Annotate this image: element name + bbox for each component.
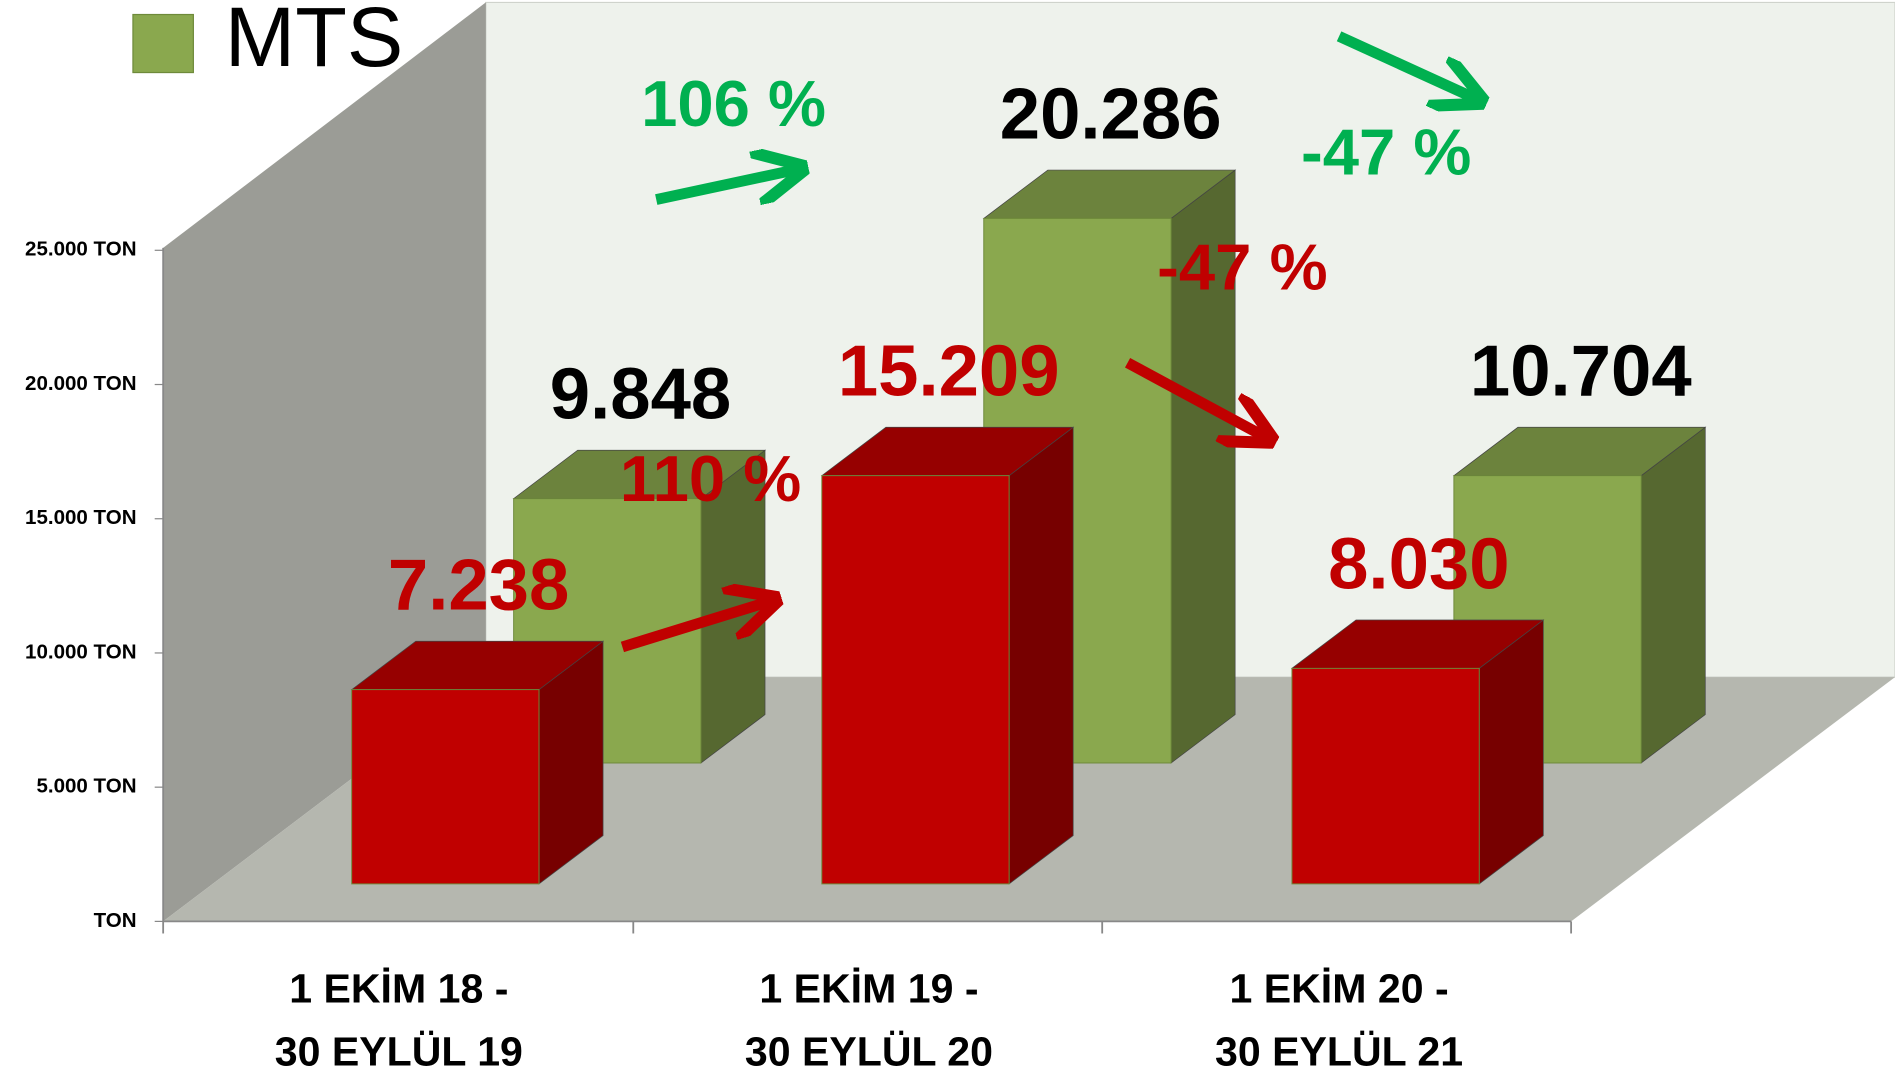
annotation: -47 % bbox=[1157, 230, 1327, 303]
data-label: 20.286 bbox=[1000, 73, 1222, 154]
data-label: 15.209 bbox=[838, 331, 1060, 412]
bar bbox=[1290, 619, 1545, 885]
arrow bbox=[1336, 31, 1477, 99]
legend-swatch bbox=[132, 13, 194, 74]
arrow bbox=[1124, 357, 1267, 438]
y-tick-label: 5.000 TON bbox=[36, 775, 136, 798]
y-tick-label: 15.000 TON bbox=[25, 506, 137, 529]
y-tick-label: 25.000 TON bbox=[25, 238, 137, 261]
annotation: 106 % bbox=[641, 67, 826, 140]
x-tick-label: 1 EKİM 19 - bbox=[759, 965, 978, 1011]
arrow bbox=[620, 601, 771, 653]
data-label: 7.238 bbox=[388, 545, 569, 626]
legend-label: MTS bbox=[225, 0, 404, 84]
bar-front bbox=[821, 475, 1010, 885]
x-tick-label: 1 EKİM 20 - bbox=[1229, 965, 1448, 1011]
annotation: 110 % bbox=[620, 442, 801, 515]
y-tick-label: TON bbox=[94, 909, 137, 932]
arrow bbox=[655, 169, 797, 199]
x-tick-label: 30 EYLÜL 19 bbox=[275, 1028, 523, 1074]
bar bbox=[350, 640, 605, 885]
data-label: 10.704 bbox=[1470, 331, 1692, 412]
bar-side bbox=[1008, 426, 1074, 885]
data-label: 9.848 bbox=[550, 354, 731, 435]
bar bbox=[820, 426, 1075, 885]
x-tick-label: 1 EKİM 18 - bbox=[289, 965, 508, 1011]
x-tick-label: 30 EYLÜL 21 bbox=[1215, 1028, 1463, 1074]
annotation: -47 % bbox=[1301, 115, 1471, 188]
y-tick-label: 20.000 TON bbox=[25, 372, 137, 395]
y-tick-label: 10.000 TON bbox=[25, 640, 137, 663]
x-tick-label: 30 EYLÜL 20 bbox=[745, 1028, 993, 1074]
bar-side bbox=[1640, 426, 1706, 764]
data-label: 8.030 bbox=[1328, 523, 1509, 604]
bar-front bbox=[1291, 667, 1480, 885]
bar-front bbox=[351, 689, 540, 885]
bars bbox=[350, 169, 1707, 885]
